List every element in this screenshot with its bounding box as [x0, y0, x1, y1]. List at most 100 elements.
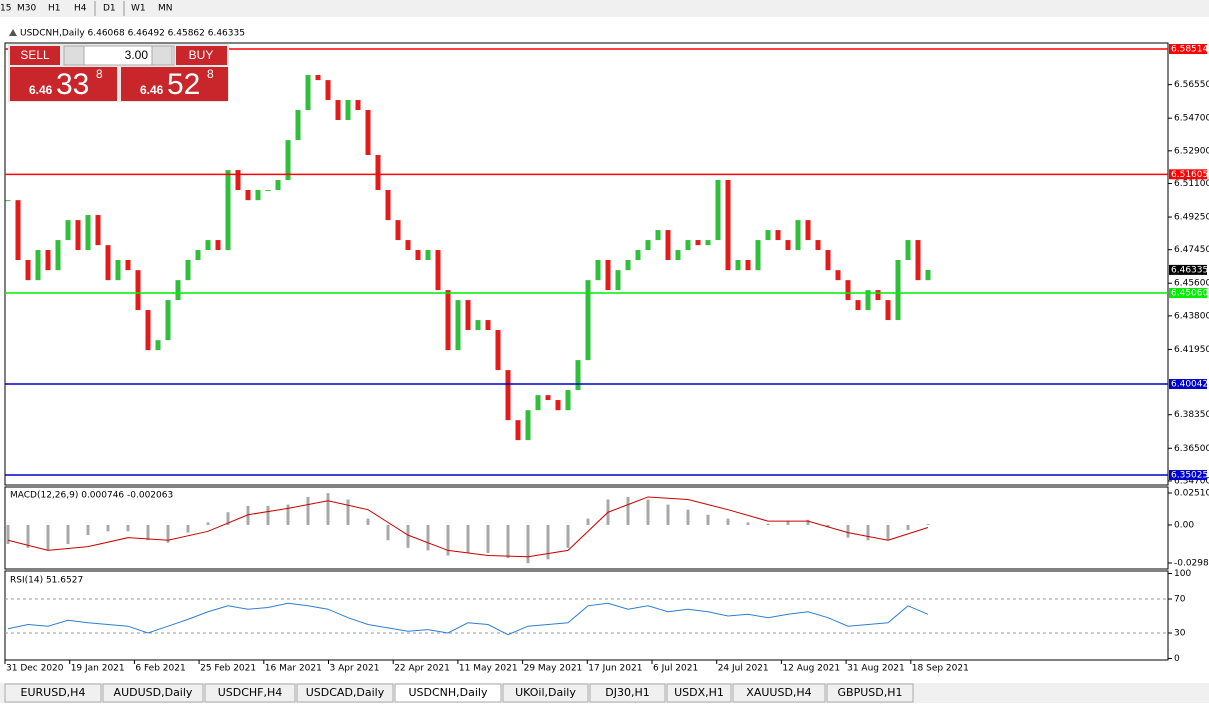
tab[interactable] — [296, 683, 394, 703]
candle — [645, 240, 651, 251]
macd-bar — [106, 524, 110, 532]
candle — [735, 260, 741, 271]
candle — [795, 220, 801, 251]
tab-label[interactable]: USDX,H1 — [674, 686, 724, 699]
sell-price-box[interactable] — [10, 67, 117, 101]
macd-bar — [566, 524, 570, 548]
title-icon — [9, 29, 17, 36]
candle — [555, 400, 561, 411]
candle — [485, 320, 491, 331]
x-tick-label: 31 Aug 2021 — [847, 664, 905, 674]
tab-label[interactable]: GBPUSD,H1 — [838, 686, 903, 699]
tab-label[interactable]: EURUSD,H4 — [21, 686, 86, 699]
level-tag — [1169, 470, 1207, 481]
candle — [445, 290, 451, 351]
sell-price-digits: 33 — [56, 68, 89, 101]
tab-label[interactable]: AUDUSD,Daily — [114, 686, 193, 699]
candle — [435, 250, 441, 291]
timeframe-button[interactable]: H1 — [48, 4, 61, 14]
candle — [925, 269, 931, 281]
buy-button[interactable] — [176, 46, 227, 65]
level-label: 6.40042 — [1171, 380, 1208, 390]
tab[interactable] — [204, 683, 296, 703]
x-tick-label: 19 Jan 2021 — [71, 664, 125, 674]
macd-bar — [166, 524, 170, 543]
macd-bar — [806, 519, 810, 525]
sell-button[interactable] — [10, 46, 60, 65]
macd-bar — [6, 524, 10, 545]
tab-label[interactable]: UKOil,Daily — [515, 686, 576, 699]
candle — [275, 180, 281, 191]
macd-bar — [686, 509, 690, 525]
tab[interactable] — [666, 683, 732, 703]
last-price-tag — [1169, 264, 1207, 275]
macd-bar — [666, 504, 670, 525]
tab[interactable] — [502, 683, 589, 703]
candle — [705, 240, 711, 246]
candle — [265, 190, 271, 192]
tab[interactable] — [589, 683, 666, 703]
x-tick-label: 24 Jul 2021 — [718, 664, 769, 674]
timeframe-button[interactable]: D1 — [103, 4, 116, 14]
candle — [425, 250, 431, 261]
y-tick-label: 6.45600 — [1174, 279, 1209, 289]
timeframe-button[interactable]: 15 — [0, 4, 11, 14]
tab-label[interactable]: DJ30,H1 — [605, 686, 649, 699]
candle — [465, 300, 471, 331]
macd-bar — [306, 496, 310, 525]
lots-down[interactable] — [63, 45, 85, 66]
macd-bar — [206, 522, 210, 525]
candle — [5, 200, 11, 202]
macd-bar — [286, 504, 290, 525]
tab[interactable] — [732, 683, 826, 703]
y-tick-label: 6.51100 — [1174, 179, 1209, 189]
candle — [475, 320, 481, 331]
tab[interactable] — [394, 683, 502, 703]
candle — [655, 230, 661, 241]
x-tick-label: 6 Jul 2021 — [653, 664, 698, 674]
tab[interactable] — [102, 683, 204, 703]
x-tick-label: 11 May 2021 — [459, 664, 518, 674]
candle — [535, 395, 541, 411]
candle — [155, 340, 161, 351]
macd-bar — [826, 524, 830, 528]
tab[interactable] — [826, 683, 914, 703]
macd-bar — [86, 524, 90, 536]
lots-up[interactable] — [151, 45, 173, 66]
timeframe-button[interactable]: H4 — [74, 4, 87, 14]
tab-label[interactable]: USDCAD,Daily — [306, 686, 385, 699]
tab-label[interactable]: XAUUSD,H4 — [746, 686, 811, 699]
tab-label[interactable]: USDCHF,H4 — [218, 686, 283, 699]
candle — [225, 170, 231, 251]
candle — [575, 360, 581, 391]
candle — [355, 100, 361, 111]
candle — [205, 240, 211, 251]
candle — [175, 280, 181, 301]
macd-bar — [866, 524, 870, 541]
timeframe-button[interactable]: MN — [158, 4, 173, 14]
x-tick-label: 18 Sep 2021 — [912, 664, 969, 674]
candle — [565, 390, 571, 411]
level-tag — [1169, 44, 1207, 55]
buy-price-box[interactable] — [121, 67, 228, 101]
timeframe-button[interactable]: M30 — [17, 4, 36, 14]
timeframe-button[interactable]: W1 — [131, 4, 146, 14]
candle — [335, 100, 341, 120]
tab-label[interactable]: USDCNH,Daily — [408, 686, 488, 699]
candle — [625, 260, 631, 271]
candle — [65, 220, 71, 241]
candle — [395, 220, 401, 241]
candle — [25, 260, 31, 281]
tab[interactable] — [4, 683, 102, 703]
candle — [95, 215, 101, 246]
macd-bar — [526, 524, 530, 564]
macd-bar — [326, 493, 330, 525]
candle — [195, 250, 201, 261]
candle — [185, 260, 191, 281]
candle — [755, 240, 761, 271]
macd-bar — [346, 499, 350, 525]
level-label: 6.51605 — [1171, 170, 1208, 180]
macd-bar — [586, 518, 590, 525]
candle — [415, 250, 421, 261]
candle — [785, 240, 791, 251]
